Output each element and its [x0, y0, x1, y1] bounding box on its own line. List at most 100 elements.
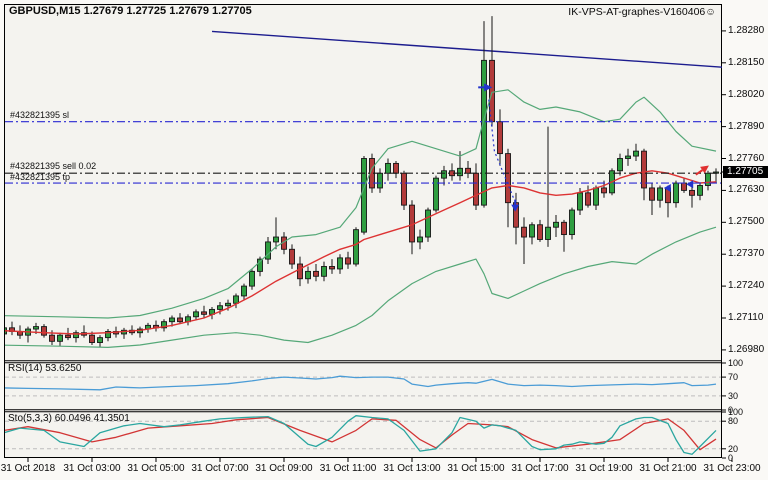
rsi-name: RSI(14): [8, 363, 43, 374]
bear-candle-body: [89, 334, 95, 343]
bull-candle-body: [225, 302, 231, 307]
bear-candle-body: [649, 187, 655, 201]
bull-candle-body: [545, 226, 551, 240]
take-profit-line-label[interactable]: #432821395 tp: [10, 172, 71, 182]
bear-candle-body: [505, 153, 511, 204]
time-axis-label: 31 Oct 11:00: [319, 463, 377, 474]
bull-candle-body: [625, 155, 631, 159]
rsi-axis-label: 0: [728, 405, 734, 415]
bull-candle-body: [97, 337, 103, 343]
bear-candle-body: [641, 150, 647, 189]
bear-candle-body: [177, 317, 183, 323]
bear-candle-body: [521, 226, 527, 238]
price-axis-label: 1.27630: [728, 184, 765, 195]
bull-candle-body: [529, 224, 535, 238]
bull-candle-body: [73, 332, 79, 339]
watermark: IK-VPS-AT-graphes-V160406☺: [568, 6, 716, 18]
price-axis-label: 1.27370: [728, 248, 765, 259]
sto-signal-value: 41.3501: [93, 413, 130, 424]
bear-candle-body: [393, 162, 399, 174]
stop-loss-line-label[interactable]: #432821395 sl: [10, 110, 70, 120]
left-triangle-marker-icon: [663, 183, 671, 192]
price-axis-label: 1.26980: [728, 344, 765, 355]
rsi-value: 53.6250: [45, 363, 82, 374]
price-axis-label: 1.28150: [728, 57, 765, 68]
time-axis-label: 31 Oct 07:00: [191, 463, 249, 474]
time-axis-label: 31 Oct 13:00: [383, 463, 441, 474]
time-axis-label: 31 Oct 21:00: [639, 463, 697, 474]
time-axis-label: 31 Oct 17:00: [511, 463, 569, 474]
bull-candle-body: [673, 182, 679, 204]
time-axis-label: 31 Oct 2018: [0, 463, 56, 474]
rsi-line: [5, 375, 717, 391]
bull-candle-body: [161, 321, 167, 329]
bull-candle-body: [577, 192, 583, 211]
sell-order-line-label[interactable]: #432821395 sell 0.02: [10, 161, 97, 171]
price-axis-label: 1.27760: [728, 153, 765, 164]
bull-candle-body: [257, 258, 263, 272]
signal-arrow-icon: [695, 165, 709, 176]
bull-candle-body: [481, 59, 487, 206]
bear-candle-body: [313, 270, 319, 277]
bull-candle-body: [441, 170, 447, 179]
bear-candle-body: [201, 311, 207, 315]
time-axis-label: 31 Oct 03:00: [63, 463, 121, 474]
bull-candle-body: [569, 209, 575, 236]
bollinger-upper-band: [5, 89, 717, 319]
bear-candle-body: [689, 189, 695, 196]
bull-candle-body: [457, 167, 463, 177]
bull-candle-body: [385, 162, 391, 174]
bear-candle-body: [65, 334, 71, 339]
stochastic-signal-line: [5, 416, 717, 451]
bull-candle-body: [553, 221, 559, 228]
moving-average-line: [5, 170, 717, 335]
bull-candle-body: [273, 236, 279, 243]
time-axis-label: 31 Oct 15:00: [447, 463, 505, 474]
bear-candle-body: [41, 326, 47, 336]
bull-candle-body: [337, 257, 343, 270]
time-axis-label: 31 Oct 05:00: [127, 463, 185, 474]
bull-candle-body: [33, 326, 39, 330]
left-triangle-marker-icon: [686, 180, 694, 189]
bear-candle-body: [537, 224, 543, 240]
bull-candle-body: [593, 187, 599, 206]
bear-candle-body: [681, 182, 687, 191]
stochastic-indicator-label: Sto(5,3,3) 60.0496 41.3501: [8, 413, 130, 424]
rsi-axis-label: 70: [728, 372, 739, 382]
bear-candle-body: [401, 172, 407, 206]
trade-close-arrow-icon: [511, 204, 520, 212]
bull-candle-body: [633, 150, 639, 157]
bear-candle-body: [345, 257, 351, 265]
bull-candle-body: [417, 236, 423, 243]
bear-candle-body: [297, 263, 303, 280]
bull-candle-body: [697, 185, 703, 196]
rsi-indicator-label: RSI(14) 53.6250: [8, 363, 81, 374]
bull-candle-body: [377, 172, 383, 189]
bull-candle-body: [169, 317, 175, 323]
bull-candle-body: [425, 209, 431, 238]
price-axis-label: 1.28280: [728, 25, 765, 36]
price-axis-label: 1.27110: [728, 312, 764, 323]
bull-candle-body: [657, 187, 663, 201]
bull-candle-body: [217, 305, 223, 310]
bull-candle-body: [265, 241, 271, 260]
bear-candle-body: [473, 172, 479, 206]
rsi-axis-label: 30: [728, 391, 739, 401]
bear-candle-body: [601, 187, 607, 194]
current-price-tag: 1.27705: [723, 166, 768, 178]
trade-open-arrow-icon: [484, 83, 493, 92]
bear-candle-body: [561, 221, 567, 236]
bear-candle-body: [289, 248, 295, 265]
bull-candle-body: [433, 177, 439, 211]
bull-candle-body: [105, 331, 111, 339]
time-axis-label: 31 Oct 23:00: [703, 463, 761, 474]
bull-candle-body: [241, 285, 247, 297]
bull-candle-body: [353, 229, 359, 265]
sto-axis-label: 80: [728, 416, 739, 426]
bull-candle-body: [57, 334, 63, 342]
time-axis-label: 31 Oct 19:00: [575, 463, 633, 474]
bull-candle-body: [249, 270, 255, 287]
bear-candle-body: [465, 167, 471, 174]
